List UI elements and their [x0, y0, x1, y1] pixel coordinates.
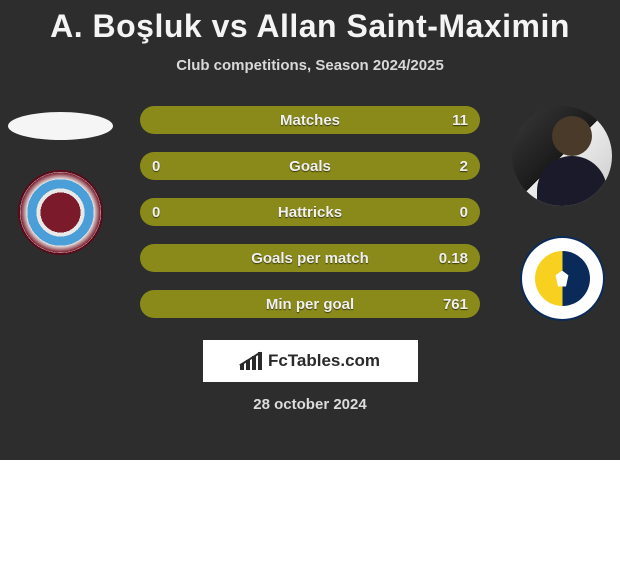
stat-left-value: 0: [152, 204, 160, 221]
stat-right-value: 2: [460, 158, 468, 175]
stat-right-value: 0: [460, 204, 468, 221]
page-title: A. Boşluk vs Allan Saint-Maximin: [0, 0, 620, 45]
stat-row-goals: 0 Goals 2: [140, 152, 480, 180]
bar-chart-icon: [240, 352, 262, 370]
fenerbahce-badge-icon: [520, 236, 605, 321]
subtitle: Club competitions, Season 2024/2025: [0, 57, 620, 74]
trabzonspor-badge-icon: [18, 170, 103, 255]
left-player-column: [8, 106, 113, 255]
stat-row-goals-per-match: Goals per match 0.18: [140, 244, 480, 272]
stat-label: Goals per match: [251, 250, 369, 267]
date-text: 28 october 2024: [0, 396, 620, 413]
comparison-panel: A. Boşluk vs Allan Saint-Maximin Club co…: [0, 0, 620, 460]
stat-label: Min per goal: [266, 296, 354, 313]
stats-rows: Matches 11 0 Goals 2 0 Hattricks 0 Goals…: [140, 106, 480, 318]
stat-row-matches: Matches 11: [140, 106, 480, 134]
stat-row-min-per-goal: Min per goal 761: [140, 290, 480, 318]
stat-right-value: 11: [452, 112, 468, 129]
stat-label: Hattricks: [278, 204, 342, 221]
stat-label: Goals: [289, 158, 331, 175]
stat-right-value: 761: [443, 296, 468, 313]
left-player-avatar: [8, 112, 113, 140]
stat-right-value: 0.18: [439, 250, 468, 267]
content-area: Matches 11 0 Goals 2 0 Hattricks 0 Goals…: [0, 106, 620, 413]
fenerbahce-inner-icon: [535, 251, 590, 306]
stat-left-value: 0: [152, 158, 160, 175]
stat-label: Matches: [280, 112, 340, 129]
stat-row-hattricks: 0 Hattricks 0: [140, 198, 480, 226]
fctables-link[interactable]: FcTables.com: [203, 340, 418, 382]
right-player-avatar: [512, 106, 612, 206]
fctables-label: FcTables.com: [268, 351, 380, 371]
right-player-column: [512, 106, 612, 321]
